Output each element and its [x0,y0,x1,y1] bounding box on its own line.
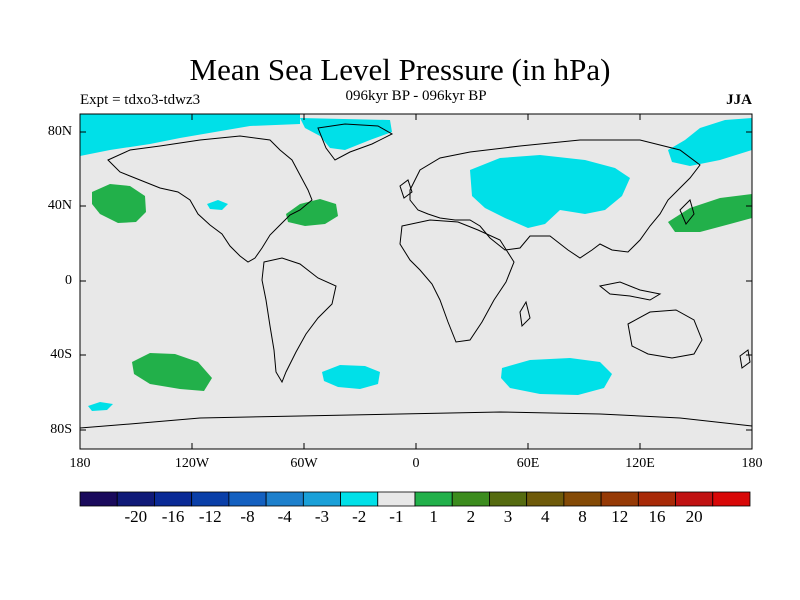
lat-label-80n: 80N [47,124,72,139]
chart-title: Mean Sea Level Pressure (in hPa) [189,52,611,87]
colorbar-swatch [79,491,118,507]
colorbar-label: -3 [314,507,330,526]
south-pacific-small-negative-region [88,402,113,411]
south-atlantic-negative-region [322,365,380,389]
eurasia-coast [409,139,701,259]
north-america-coast [107,135,313,263]
period-subtitle: 096kyr BP - 096kyr BP [345,88,487,104]
positive-anomaly-regions [92,184,752,391]
colorbar-label: 8 [578,507,587,526]
colorbar-label: -2 [352,507,367,526]
lon-label-180e: 180 [741,456,763,471]
colorbar-swatch [675,491,714,507]
greenland-coast [317,123,394,161]
colorbar-swatch [377,491,416,507]
coastlines [79,123,753,429]
colorbar-label: 20 [685,507,703,526]
colorbar-swatch [265,491,304,507]
antarctica-coast [79,411,753,429]
asia-negative-region [470,155,630,228]
greenland-negative-region [300,118,392,150]
lon-label-180w: 180 [69,456,91,471]
axis-ticks [80,114,752,449]
lon-label-0: 0 [412,456,420,471]
lon-label-120w: 120W [174,456,210,471]
japan-coast [679,199,695,225]
experiment-label: Expt = tdxo3-tdwz3 [80,92,201,108]
africa-coast [399,219,515,343]
colorbar-label: -1 [389,507,404,526]
colorbar-swatch [340,491,379,507]
lat-label-0: 0 [65,273,72,288]
colorbar-swatch [451,491,490,507]
colorbar-label: -4 [277,507,292,526]
map-background [80,114,752,449]
colorbar-swatch [489,491,528,507]
colorbar-label: -12 [198,507,222,526]
atlantic-small-negative-region [207,200,228,210]
lon-label-60w: 60W [290,456,318,471]
colorbar-swatch [228,491,267,507]
indonesia-coast [598,281,662,301]
southeast-pacific-positive-region [132,353,212,391]
colorbar-label: -8 [240,507,255,526]
colorbar-label: 16 [648,507,666,526]
colorbar-swatch [526,491,565,507]
colorbar-swatch [414,491,453,507]
south-america-coast [261,257,337,384]
colorbar-label: -20 [124,507,148,526]
uk-coast [399,179,413,199]
colorbar [79,491,751,507]
colorbar-label: -16 [161,507,185,526]
lon-label-120e: 120E [625,456,655,471]
lat-label-40s: 40S [50,347,72,362]
lon-label-60e: 60E [516,456,540,471]
arctic-negative-region [80,114,300,156]
colorbar-label: 1 [429,507,438,526]
colorbar-swatch [637,491,676,507]
colorbar-swatch [154,491,193,507]
colorbar-label: 12 [611,507,629,526]
indian-ocean-negative-region [501,358,612,395]
australia-coast [627,309,703,359]
north-pacific-positive-region [92,184,146,223]
colorbar-label: 2 [466,507,476,526]
colorbar-label: 3 [503,507,513,526]
colorbar-swatch [191,491,230,507]
colorbar-label: 4 [541,507,550,526]
colorbar-swatch [302,491,341,507]
colorbar-swatch [563,491,602,507]
lat-label-80s: 80S [50,422,72,437]
lat-label-40n: 40N [47,198,72,213]
north-atlantic-positive-region [286,199,338,226]
madagascar-coast [519,300,531,328]
colorbar-swatch [600,491,639,507]
colorbar-swatch [712,491,751,507]
season-label: JJA [726,92,752,108]
east-asia-negative-region [668,118,752,166]
colorbar-swatch [116,491,155,507]
northwest-pacific-positive-region [668,194,752,232]
negative-anomaly-regions [80,114,752,411]
new-zealand-coast [739,349,751,369]
